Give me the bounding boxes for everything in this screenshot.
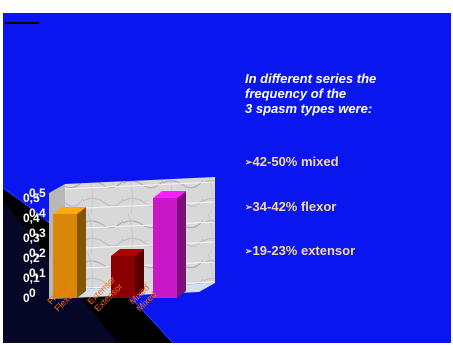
bullet-arrow-icon: ➢ [245,202,253,212]
bullet-text: 19-23% extensor [252,243,356,258]
y-tick-label: 0,3 [23,231,40,245]
bar-front [153,198,177,298]
y-tick-label: 0 [23,291,30,305]
y-tick-label: 0,4 [23,211,40,225]
gridline [64,221,216,230]
bar-flexor [53,207,86,298]
y-tick-label: 0,5 [29,186,46,200]
y-tick-label: 0,4 [29,206,46,220]
gridline [64,201,216,210]
intro-line-1: In different series the [245,71,377,86]
y-tick-label: 0,2 [29,246,46,260]
y-tick-label: 0,5 [23,191,40,205]
bullet-text: 34-42% flexor [252,199,337,214]
bullet-text: 42-50% mixed [252,154,339,169]
top-rule [5,22,39,24]
slide: 0 0 0,1 0,1 0,2 0,2 0,3 0,3 0,4 0,4 0,5 0,5 Flexor F… [3,13,451,343]
bar-front [111,256,135,298]
bar-top [153,191,186,198]
bar-chart: 0 00,10,10,20,20,30,30,40,40,50,5 FlexorF… [23,177,216,313]
summary-text: In different series the frequency of the… [245,71,445,258]
bullet-arrow-icon: ➢ [245,157,253,167]
bar-side [77,207,86,298]
bar-top [53,207,86,214]
y-tick-label: 0,2 [23,251,40,265]
y-tick-label: 0 [29,286,36,300]
intro-line-2: frequency of the [245,86,347,101]
bullet-extensor: ➢19-23% extensor [245,243,355,258]
bullet-mixed: ➢42-50% mixed [245,154,339,169]
bar-side [177,191,186,298]
bar-mixed [153,191,186,298]
gridline [64,241,216,250]
bar-front [53,214,77,298]
gridline [64,181,216,190]
bar-side [135,249,144,298]
intro-line-3: 3 spasm types were: [245,101,373,116]
y-tick-label: 0,3 [29,226,46,240]
bullet-arrow-icon: ➢ [245,246,253,256]
bar-extensor [111,249,144,298]
y-tick-label: 0,1 [29,266,46,280]
bullet-flexor: ➢34-42% flexor [245,199,336,214]
bar-top [111,249,144,256]
y-tick-label: 0,1 [23,271,40,285]
